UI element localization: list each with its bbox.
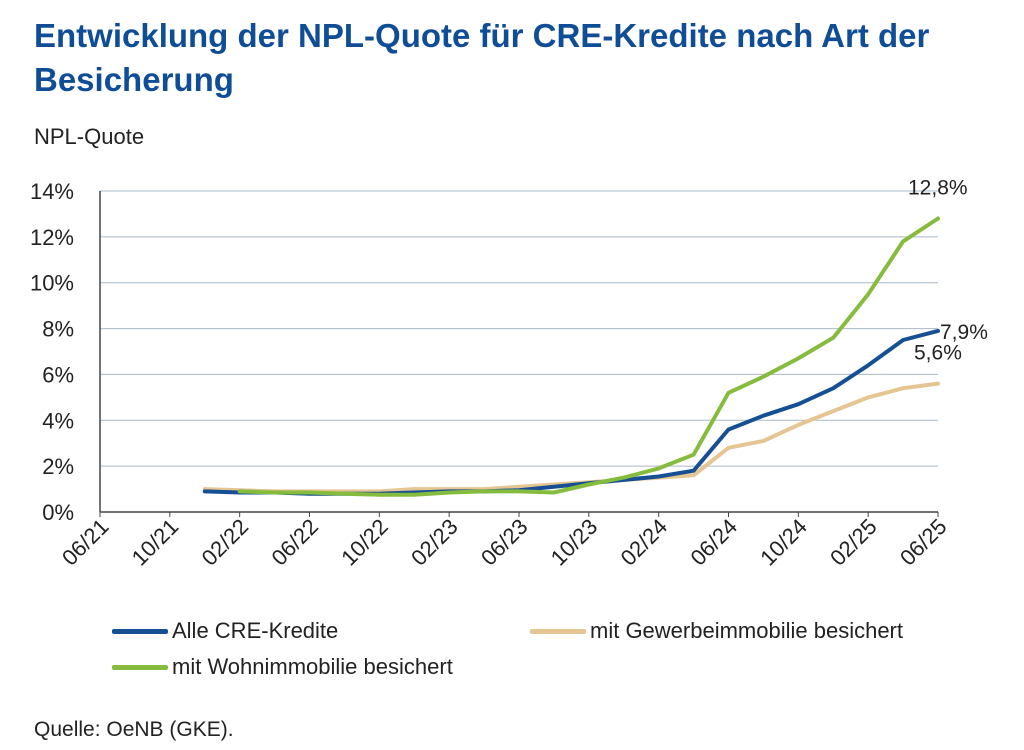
legend-label: mit Wohnimmobilie besichert [172, 654, 453, 679]
x-tick-label: 10/24 [755, 514, 812, 571]
x-tick-label: 06/24 [685, 514, 742, 571]
series-line [202, 381, 940, 494]
y-tick-label: 14% [30, 179, 74, 204]
source-note: Quelle: OeNB (GKE). [34, 718, 234, 741]
legend-item-alle-cre: Alle CRE-Kredite [112, 618, 338, 644]
x-tick-label: 10/21 [127, 514, 184, 571]
data-label: 7,9% [940, 321, 988, 344]
x-tick-label: 06/23 [476, 514, 533, 571]
legend-label: mit Gewerbeimmobilie besichert [590, 618, 903, 643]
x-tick-label: 10/22 [336, 514, 393, 571]
legend-swatch-icon [112, 628, 168, 634]
data-label: 5,6% [914, 342, 962, 365]
data-label: 12,8% [908, 177, 968, 200]
y-tick-label: 12% [30, 225, 74, 250]
x-tick-label: 02/24 [616, 514, 673, 571]
line-chart: 0%2%4%6%8%10%12%14%06/21 10/21 02/22 06/22 1… [30, 177, 988, 571]
y-tick-label: 4% [42, 408, 74, 433]
legend-item-wohn: mit Wohnimmobilie besichert [112, 654, 453, 680]
y-axis-unit-label: NPL-Quote [34, 124, 145, 149]
legend-swatch-icon [530, 628, 586, 634]
x-tick-label: 02/22 [197, 514, 254, 571]
legend-item-gewerbe: mit Gewerbeimmobilie besichert [530, 618, 903, 644]
x-tick-label: 06/25 [895, 514, 952, 571]
y-tick-label: 8% [42, 317, 74, 342]
y-tick-label: 10% [30, 271, 74, 296]
series-line [237, 216, 940, 497]
legend-swatch-icon [112, 664, 168, 670]
x-tick-label: 06/22 [266, 514, 323, 571]
x-tick-label: 10/23 [546, 514, 603, 571]
y-tick-label: 6% [42, 362, 74, 387]
x-tick-label: 02/25 [825, 514, 882, 571]
y-tick-label: 0% [42, 500, 74, 525]
y-tick-label: 2% [42, 454, 74, 479]
x-tick-label: 02/23 [406, 514, 463, 571]
legend-label: Alle CRE-Kredite [172, 618, 339, 643]
chart-title: Entwicklung der NPL-Quote für CRE-Kredit… [34, 17, 930, 98]
